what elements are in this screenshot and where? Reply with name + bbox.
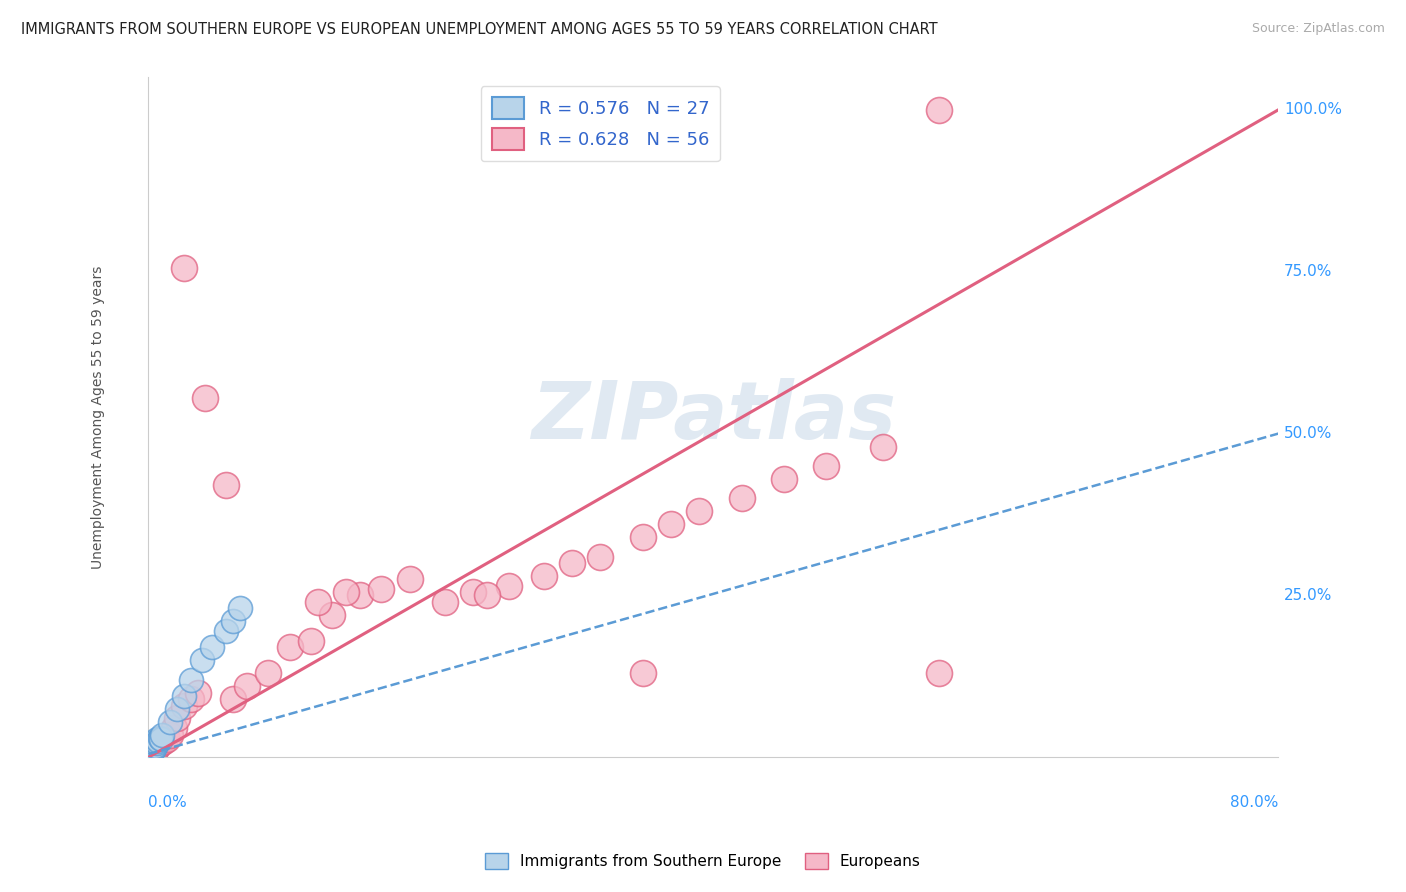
Point (928, 103, 950, 117)
Point (163, 721, 186, 735)
Text: IMMIGRANTS FROM SOUTHERN EUROPE VS EUROPEAN UNEMPLOYMENT AMONG AGES 55 TO 59 YEA: IMMIGRANTS FROM SOUTHERN EUROPE VS EUROP… (21, 22, 938, 37)
Point (872, 440, 894, 454)
Point (141, 739, 163, 753)
Point (146, 739, 169, 754)
Point (141, 742, 163, 756)
Point (143, 740, 166, 755)
Point (173, 689, 195, 703)
Point (533, 569, 555, 583)
Point (561, 556, 583, 570)
Point (139, 747, 162, 761)
Point (142, 740, 165, 755)
Point (159, 714, 181, 729)
Point (142, 745, 165, 759)
Point (145, 734, 167, 748)
Point (149, 734, 172, 748)
Point (143, 739, 166, 753)
Point (498, 579, 520, 593)
Point (180, 673, 202, 687)
Point (257, 666, 280, 681)
Point (659, 517, 682, 532)
Point (370, 582, 392, 596)
Point (145, 739, 167, 753)
Point (307, 595, 329, 609)
Point (191, 653, 214, 667)
Point (278, 640, 301, 655)
Point (149, 731, 172, 745)
Point (159, 728, 181, 742)
Point (156, 732, 179, 747)
Text: Unemployment Among Ages 55 to 59 years: Unemployment Among Ages 55 to 59 years (90, 266, 104, 569)
Point (201, 640, 224, 655)
Point (142, 742, 165, 756)
Point (815, 458, 838, 473)
Legend: R = 0.576   N = 27, R = 0.628   N = 56: R = 0.576 N = 27, R = 0.628 N = 56 (481, 87, 720, 161)
Point (146, 736, 169, 750)
Point (141, 737, 163, 751)
Point (335, 585, 357, 599)
Point (155, 731, 177, 745)
Point (299, 633, 322, 648)
Point (139, 744, 162, 758)
Point (142, 737, 165, 751)
Point (139, 740, 162, 755)
Point (153, 734, 176, 748)
Point (688, 504, 710, 518)
Point (349, 589, 371, 603)
Point (145, 737, 167, 751)
Point (143, 744, 166, 758)
Point (152, 728, 174, 742)
Point (222, 615, 245, 629)
Point (152, 732, 174, 747)
Point (321, 607, 343, 622)
Point (148, 737, 170, 751)
Point (477, 589, 499, 603)
Legend: Immigrants from Southern Europe, Europeans: Immigrants from Southern Europe, Europea… (479, 847, 927, 875)
Point (143, 736, 166, 750)
Text: 75.0%: 75.0% (1284, 264, 1333, 279)
Point (631, 666, 654, 681)
Point (928, 666, 950, 681)
Text: 25.0%: 25.0% (1284, 588, 1333, 603)
Point (146, 732, 169, 747)
Point (150, 732, 173, 747)
Point (773, 472, 796, 486)
Text: 80.0%: 80.0% (1230, 795, 1278, 810)
Point (187, 685, 209, 699)
Text: ZIPatlas: ZIPatlas (531, 378, 896, 457)
Point (180, 692, 202, 706)
Point (631, 530, 654, 544)
Point (215, 624, 238, 638)
Point (589, 549, 612, 564)
Point (194, 391, 217, 405)
Point (139, 747, 162, 761)
Point (139, 744, 162, 758)
Point (166, 702, 188, 716)
Text: Source: ZipAtlas.com: Source: ZipAtlas.com (1251, 22, 1385, 36)
Point (141, 747, 163, 761)
Point (145, 742, 167, 756)
Point (141, 740, 163, 755)
Point (150, 736, 173, 750)
Point (463, 585, 485, 599)
Point (236, 679, 259, 693)
Point (229, 601, 252, 615)
Point (215, 478, 238, 492)
Point (730, 491, 752, 506)
Point (222, 692, 245, 706)
Point (166, 711, 188, 725)
Point (141, 745, 163, 759)
Text: 50.0%: 50.0% (1284, 426, 1333, 441)
Text: 0.0%: 0.0% (149, 795, 187, 810)
Text: 100.0%: 100.0% (1284, 103, 1341, 118)
Point (433, 595, 456, 609)
Point (173, 698, 195, 713)
Point (148, 734, 170, 748)
Point (398, 572, 420, 586)
Point (173, 261, 195, 276)
